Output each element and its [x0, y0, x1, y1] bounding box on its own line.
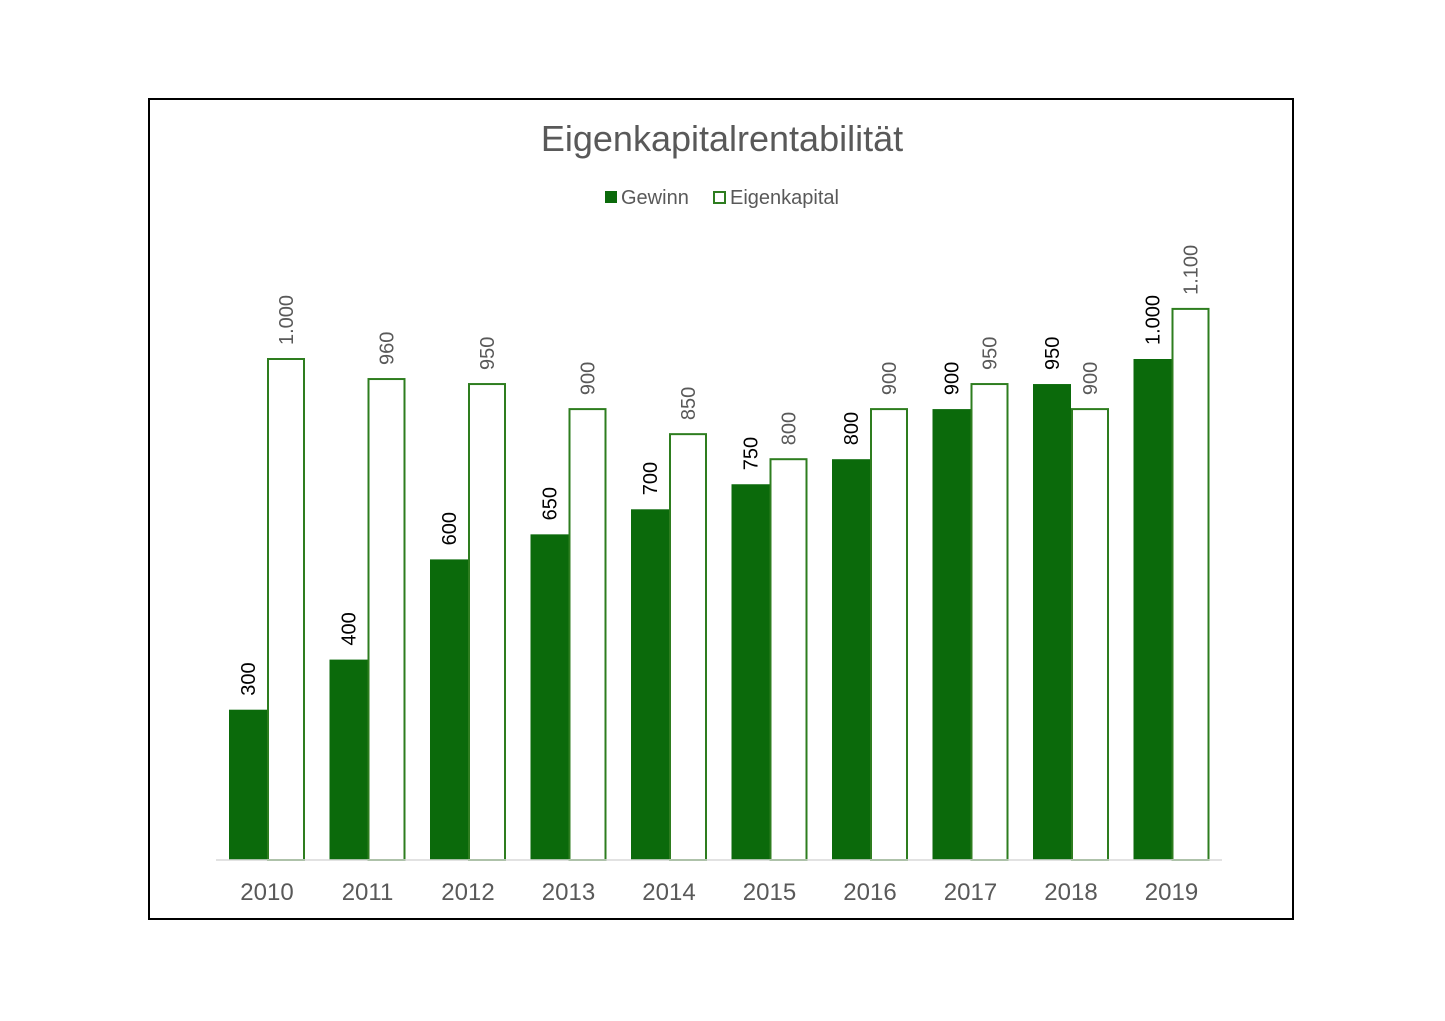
- data-label-gewinn-2013: 650: [540, 487, 562, 520]
- legend: Gewinn Eigenkapital: [605, 187, 839, 209]
- data-label-gewinn-2010: 300: [238, 662, 260, 695]
- bar-gewinn-2014: [631, 509, 669, 860]
- bar-gewinn-2016: [832, 459, 870, 860]
- data-label-eigenkapital-2012: 950: [477, 337, 499, 370]
- bar-gewinn-2012: [430, 559, 468, 860]
- x-tick-label-2012: 2012: [441, 879, 494, 906]
- data-label-eigenkapital-2010: 1.000: [276, 295, 298, 345]
- legend-label-gewinn: Gewinn: [621, 187, 689, 209]
- data-label-gewinn-2017: 900: [942, 362, 964, 395]
- x-tick-label-2015: 2015: [743, 879, 796, 906]
- bar-gewinn-2015: [731, 484, 770, 860]
- bar-eigenkapital-2012: [468, 383, 506, 861]
- bar-eigenkapital-2019: [1171, 307, 1210, 861]
- x-tick-label-2013: 2013: [542, 879, 595, 906]
- bar-eigenkapital-2018: [1071, 408, 1109, 861]
- legend-swatch-eigenkapital: [713, 191, 726, 204]
- bar-eigenkapital-2010: [267, 358, 305, 861]
- data-label-eigenkapital-2018: 900: [1080, 362, 1102, 395]
- data-label-gewinn-2015: 750: [741, 437, 763, 470]
- bar-eigenkapital-2014: [669, 433, 707, 861]
- data-label-gewinn-2016: 800: [841, 412, 863, 445]
- bar-gewinn-2013: [530, 534, 569, 860]
- x-tick-label-2010: 2010: [240, 879, 293, 906]
- data-label-eigenkapital-2017: 950: [980, 337, 1002, 370]
- x-tick-label-2019: 2019: [1145, 879, 1198, 906]
- bars-group: [229, 307, 1210, 861]
- data-label-eigenkapital-2015: 800: [779, 412, 801, 445]
- data-label-eigenkapital-2014: 850: [678, 387, 700, 420]
- x-tick-label-2018: 2018: [1044, 879, 1097, 906]
- bar-eigenkapital-2016: [870, 408, 908, 861]
- data-label-gewinn-2011: 400: [339, 612, 361, 645]
- bar-gewinn-2017: [932, 409, 971, 860]
- x-tick-label-2014: 2014: [642, 879, 695, 906]
- data-label-eigenkapital-2013: 900: [578, 362, 600, 395]
- bar-gewinn-2010: [229, 709, 267, 860]
- bar-eigenkapital-2011: [367, 378, 406, 861]
- data-label-eigenkapital-2019: 1.100: [1181, 245, 1203, 295]
- data-label-eigenkapital-2011: 960: [377, 332, 399, 365]
- bar-gewinn-2018: [1033, 384, 1071, 860]
- data-label-gewinn-2018: 950: [1042, 337, 1064, 370]
- data-label-gewinn-2012: 600: [439, 512, 461, 545]
- legend-swatch-gewinn: [605, 191, 617, 203]
- bar-eigenkapital-2015: [769, 458, 808, 861]
- chart-title: Eigenkapitalrentabilität: [541, 118, 903, 159]
- x-tick-labels-group: 2010 2011 2012 2013 2014 2015 2016 2017 2018 2019: [240, 879, 1198, 906]
- bar-gewinn-2011: [329, 659, 368, 860]
- data-labels-group: 300 1.000 400 960 600 950 650 900 700 850 750 800 80…: [238, 245, 1203, 696]
- data-label-gewinn-2014: 700: [640, 462, 662, 495]
- data-label-gewinn-2019: 1.000: [1143, 295, 1165, 345]
- legend-label-eigenkapital: Eigenkapital: [730, 187, 839, 209]
- data-label-eigenkapital-2016: 900: [879, 362, 901, 395]
- x-tick-label-2011: 2011: [342, 879, 394, 906]
- bar-gewinn-2019: [1133, 359, 1172, 860]
- bar-eigenkapital-2017: [970, 383, 1009, 861]
- x-tick-label-2017: 2017: [944, 879, 997, 906]
- x-tick-label-2016: 2016: [843, 879, 896, 906]
- bar-eigenkapital-2013: [568, 408, 607, 861]
